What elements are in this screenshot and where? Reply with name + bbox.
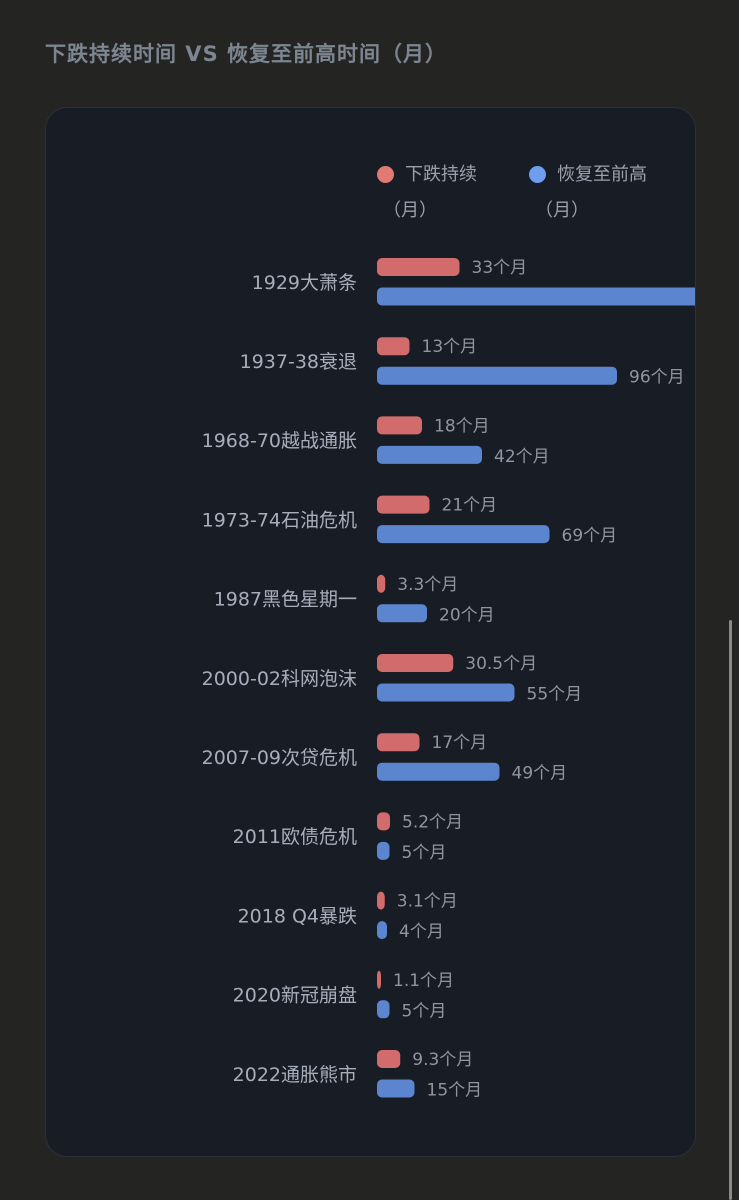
recovery-value-label: 49个月 [512,764,568,784]
decline-value-label: 18个月 [434,416,490,436]
category-label: 2020新冠崩盘 [233,985,357,1007]
legend-decline-line1: 下跌持续 [405,164,477,185]
scrollbar[interactable] [729,620,732,1200]
recovery-value-label: 69个月 [562,526,618,546]
legend-recovery-line1: 恢复至前高 [557,164,647,185]
legend-decline-dot [377,166,394,183]
decline-value-label: 3.1个月 [397,892,458,912]
recovery-bar [377,683,515,702]
legend-decline-line2: （月） [383,200,437,221]
legend-recovery-label[interactable]: 恢复至前高 （月） [535,157,647,229]
decline-bar [377,574,386,593]
decline-value-label: 1.1个月 [393,971,454,991]
recovery-value-label: 15个月 [427,1081,483,1101]
category-label: 1973-74石油危机 [202,509,357,531]
legend-recovery-line2: （月） [535,200,589,221]
page-title: 下跌持续时间 VS 恢复至前高时间（月） [45,42,447,66]
decline-bar [377,337,410,356]
decline-value-label: 13个月 [422,337,478,357]
recovery-bar [377,1079,415,1098]
recovery-value-label: 96个月 [629,368,685,388]
category-label: 1929大萧条 [252,272,357,294]
recovery-value-label: 42个月 [494,447,550,467]
recovery-value-label: 4个月 [399,922,444,942]
legend-recovery-dot [529,166,546,183]
recovery-bar [377,921,387,940]
recovery-bar [377,604,427,623]
decline-bar [377,654,454,672]
category-label: 2000-02科网泡沫 [202,668,357,690]
decline-value-label: 21个月 [442,496,498,516]
decline-value-label: 9.3个月 [412,1050,473,1070]
decline-value-label: 30.5个月 [465,654,537,674]
recovery-value-label: 55个月 [527,685,583,705]
decline-bar [377,495,430,514]
decline-bar [377,970,381,989]
recovery-bar [377,1000,390,1019]
recovery-value-label: 5个月 [402,1001,447,1021]
decline-bar [377,733,420,752]
category-label: 1937-38衰退 [240,351,357,373]
decline-bar [377,416,422,435]
decline-bar [377,258,460,276]
category-label: 2007-09次贷危机 [202,747,357,769]
decline-value-label: 5.2个月 [402,812,463,832]
decline-value-label: 3.3个月 [397,575,458,595]
category-label: 2022通胀熊市 [233,1064,357,1086]
recovery-bar [377,525,550,544]
recovery-bar [377,287,695,306]
category-label: 1968-70越战通胀 [202,430,357,452]
recovery-value-label: 5个月 [402,843,447,863]
decline-value-label: 33个月 [472,258,528,278]
legend-decline-label[interactable]: 下跌持续 （月） [383,157,477,229]
recovery-bar [377,445,482,464]
chart-card: 下跌持续 （月） 恢复至前高 （月） 1929大萧条 33个月 1937-38衰退 1… [45,107,696,1157]
category-label: 2011欧债危机 [233,826,357,848]
recovery-value-label: 20个月 [439,605,495,625]
recovery-bar [377,841,390,860]
decline-bar [377,812,390,831]
decline-bar [377,891,385,910]
category-label: 2018 Q4暴跌 [238,905,357,927]
recovery-bar [377,762,500,781]
bar-chart: 1929大萧条 33个月 1937-38衰退 13个月 96个月 1968-70越战通胀 1… [202,258,695,1101]
decline-bar [377,1050,401,1068]
recovery-bar [377,366,617,385]
category-label: 1987黑色星期一 [214,589,357,611]
decline-value-label: 17个月 [432,733,488,753]
